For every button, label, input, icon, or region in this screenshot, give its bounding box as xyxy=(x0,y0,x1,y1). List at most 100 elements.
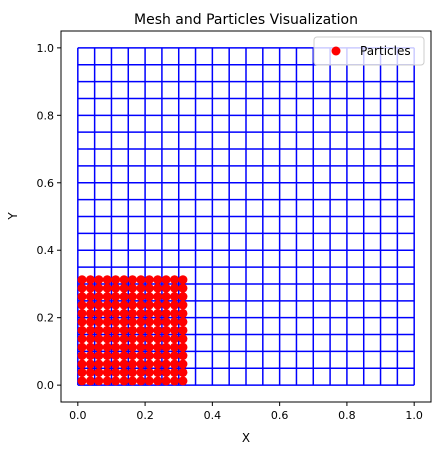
particle-point xyxy=(170,275,180,285)
particle-point xyxy=(136,359,146,369)
particle-point xyxy=(119,308,129,318)
particle-point xyxy=(144,367,154,377)
particle-point xyxy=(111,367,121,377)
particle-point xyxy=(136,300,146,310)
particle-point xyxy=(77,334,87,344)
particle-point xyxy=(102,283,112,293)
particle-point xyxy=(94,376,104,386)
particle-point xyxy=(94,325,104,335)
particle-point xyxy=(153,275,163,285)
particle-point xyxy=(119,283,129,293)
particle-point xyxy=(161,376,171,386)
particle-point xyxy=(102,275,112,285)
particle-point xyxy=(153,334,163,344)
particle-point xyxy=(161,317,171,327)
particle-point xyxy=(85,300,95,310)
particle-point xyxy=(136,308,146,318)
particle-point xyxy=(102,334,112,344)
particle-point xyxy=(77,283,87,293)
particle-point xyxy=(102,367,112,377)
particle-point xyxy=(85,342,95,352)
particle-point xyxy=(144,292,154,302)
particle-point xyxy=(153,317,163,327)
particle-point xyxy=(144,351,154,361)
particle-point xyxy=(119,351,129,361)
particle-point xyxy=(94,308,104,318)
particle-point xyxy=(161,342,171,352)
particle-point xyxy=(111,359,121,369)
particle-point xyxy=(94,317,104,327)
particle-point xyxy=(111,325,121,335)
particle-point xyxy=(85,367,95,377)
particle-point xyxy=(127,325,137,335)
particle-point xyxy=(144,317,154,327)
particle-point xyxy=(77,317,87,327)
y-axis-ticks: 0.0 0.2 0.4 0.6 0.8 1.0 xyxy=(37,42,61,392)
particle-point xyxy=(178,317,188,327)
particle-point xyxy=(85,351,95,361)
particle-point xyxy=(102,342,112,352)
particle-point xyxy=(102,376,112,386)
particle-point xyxy=(144,359,154,369)
x-tick-label: 0.0 xyxy=(69,409,87,422)
particle-point xyxy=(136,367,146,377)
particle-point xyxy=(111,275,121,285)
particle-point xyxy=(170,300,180,310)
particle-point xyxy=(153,359,163,369)
particle-point xyxy=(77,351,87,361)
particle-point xyxy=(170,376,180,386)
particle-point xyxy=(178,359,188,369)
particle-point xyxy=(136,283,146,293)
particle-point xyxy=(77,325,87,335)
particle-point xyxy=(94,359,104,369)
particle-point xyxy=(170,317,180,327)
particle-point xyxy=(178,308,188,318)
y-tick-label: 0.6 xyxy=(37,177,55,190)
particle-point xyxy=(170,351,180,361)
particle-point xyxy=(178,300,188,310)
particle-point xyxy=(77,292,87,302)
particle-point xyxy=(119,334,129,344)
particle-point xyxy=(161,283,171,293)
particle-point xyxy=(153,376,163,386)
particle-point xyxy=(111,300,121,310)
legend: Particles xyxy=(313,36,425,66)
y-tick-label: 1.0 xyxy=(37,42,55,55)
particle-point xyxy=(85,283,95,293)
particle-point xyxy=(85,325,95,335)
particle-point xyxy=(102,300,112,310)
particle-point xyxy=(111,376,121,386)
particle-point xyxy=(144,300,154,310)
particle-point xyxy=(127,292,137,302)
particle-point xyxy=(77,300,87,310)
particle-point xyxy=(161,334,171,344)
y-tick-label: 0.2 xyxy=(37,312,55,325)
particle-point xyxy=(94,275,104,285)
particle-point xyxy=(94,342,104,352)
particle-point xyxy=(144,342,154,352)
particle-point xyxy=(136,325,146,335)
particle-point xyxy=(119,292,129,302)
particle-point xyxy=(111,292,121,302)
particle-point xyxy=(170,283,180,293)
particle-point xyxy=(136,317,146,327)
particle-point xyxy=(85,275,95,285)
particle-point xyxy=(102,317,112,327)
mesh-grid xyxy=(77,47,415,386)
particle-point xyxy=(136,292,146,302)
particle-point xyxy=(127,334,137,344)
particle-point xyxy=(127,308,137,318)
particle-point xyxy=(170,292,180,302)
particle-point xyxy=(144,283,154,293)
particle-point xyxy=(94,283,104,293)
particle-point xyxy=(127,367,137,377)
particle-point xyxy=(85,376,95,386)
particle-point xyxy=(119,325,129,335)
particle-point xyxy=(161,308,171,318)
particle-point xyxy=(77,367,87,377)
particle-point xyxy=(111,342,121,352)
particle-point xyxy=(85,292,95,302)
y-tick-label: 0.0 xyxy=(37,379,55,392)
particle-point xyxy=(119,367,129,377)
